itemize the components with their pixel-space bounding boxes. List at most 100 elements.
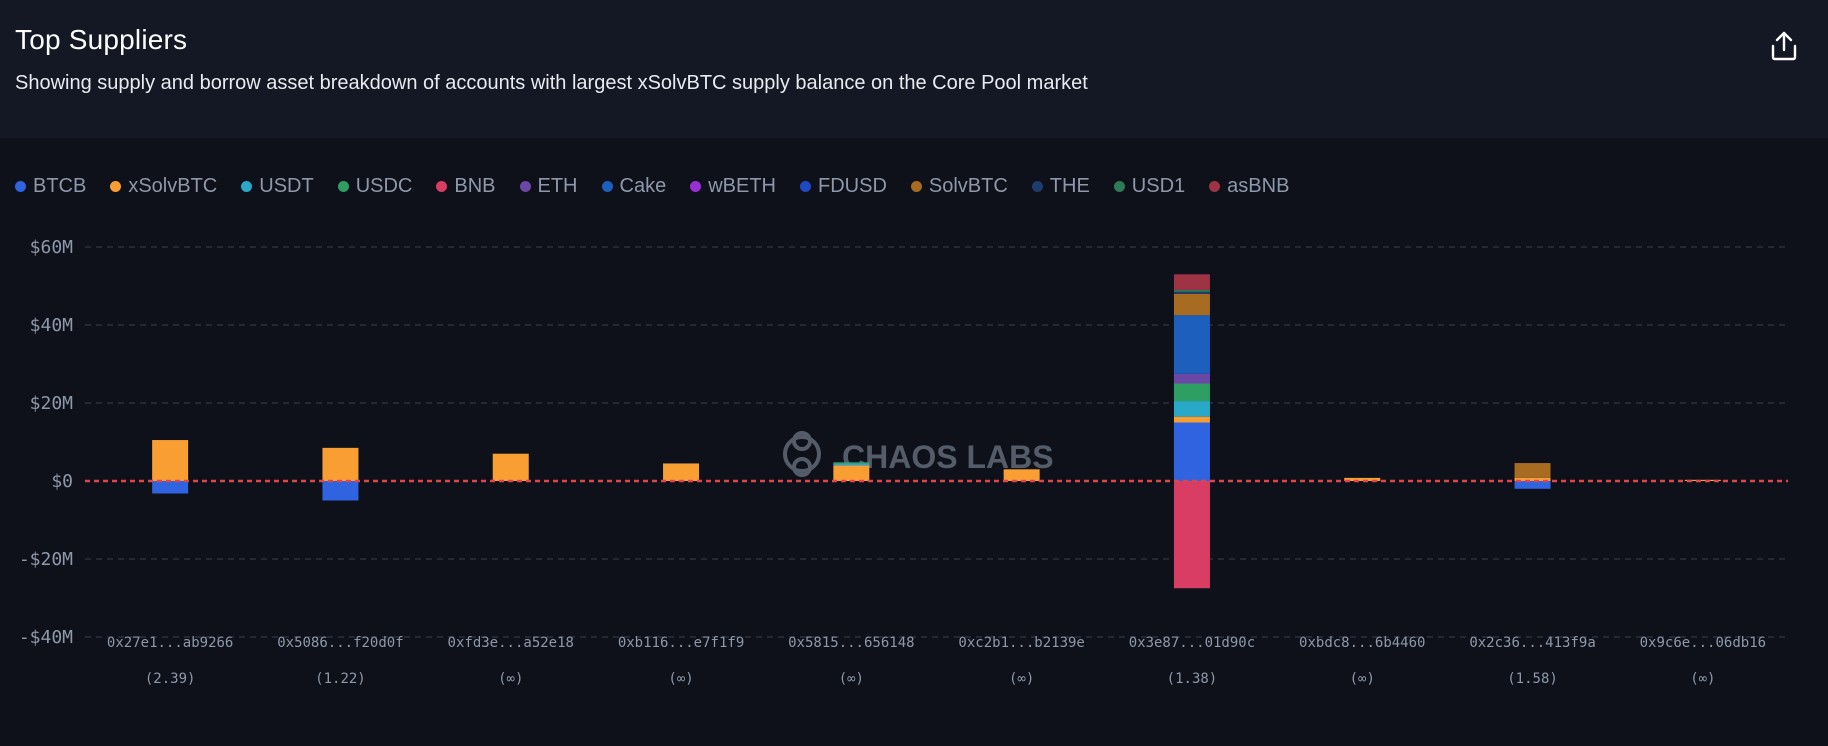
watermark: CHAOS LABS xyxy=(783,431,1054,477)
legend-label: THE xyxy=(1049,174,1090,197)
bar-segment-usd1[interactable] xyxy=(1173,289,1210,292)
bar-segment-xsolvbtc[interactable] xyxy=(1344,477,1381,481)
x-tick-sublabel: (2.39) xyxy=(145,671,196,687)
bar-segment-cake[interactable] xyxy=(1173,315,1210,374)
legend-item-usdc[interactable]: USDC xyxy=(337,174,413,198)
x-tick-label: 0x5815...656148 xyxy=(788,635,914,651)
legend-swatch xyxy=(910,180,922,192)
export-share-icon xyxy=(1771,31,1797,61)
legend-label: USD1 xyxy=(1131,174,1186,197)
legend-item-bnb[interactable]: BNB xyxy=(436,175,496,198)
export-button[interactable] xyxy=(1766,28,1802,64)
bar-segment-xsolvbtc[interactable] xyxy=(1684,479,1721,481)
bar-segment-solvbtc[interactable] xyxy=(1173,293,1210,316)
legend-swatch xyxy=(690,180,702,192)
legend-swatch xyxy=(337,180,349,192)
legend-item-eth[interactable]: ETH xyxy=(519,174,578,198)
legend-label: Cake xyxy=(619,174,667,197)
x-tick-sublabel: (1.22) xyxy=(315,671,366,687)
bar-segment-xsolvbtc[interactable] xyxy=(152,440,189,481)
legend-label: USDT xyxy=(259,174,314,197)
legend-item-wbeth[interactable]: wBETH xyxy=(690,175,776,198)
legend-label: xSolvBTC xyxy=(128,174,218,197)
legend-swatch xyxy=(519,180,531,192)
legend-item-cake[interactable]: Cake xyxy=(601,174,667,198)
x-tick-label: 0x5086...f20d0f xyxy=(277,635,403,651)
bar-segment-xsolvbtc[interactable] xyxy=(322,447,359,481)
legend-item-fdusd[interactable]: FDUSD xyxy=(800,175,887,198)
y-tick-label: $20M xyxy=(30,393,74,414)
legend-label: asBNB xyxy=(1227,174,1290,197)
legend-swatch xyxy=(110,180,122,192)
legend-swatch xyxy=(436,180,448,192)
legend-swatch xyxy=(1031,180,1043,192)
bar-segment-xsolvbtc[interactable] xyxy=(492,453,529,481)
x-tick-label: 0x3e87...01d90c xyxy=(1129,635,1255,651)
legend-swatch xyxy=(800,180,811,192)
legend-swatch xyxy=(1209,180,1221,192)
x-tick-sublabel: (1.58) xyxy=(1507,671,1558,687)
x-tick-label: 0x9c6e...06db16 xyxy=(1640,635,1766,651)
bar-segment-xsolvbtc[interactable] xyxy=(833,465,870,481)
bar-segment-bnb[interactable] xyxy=(1173,481,1210,589)
bar-segment-xsolvbtc[interactable] xyxy=(1173,416,1210,423)
legend-item-asbnb[interactable]: asBNB xyxy=(1209,175,1289,198)
page-subtitle: Showing supply and borrow asset breakdow… xyxy=(15,72,1088,94)
bar-segment-xsolvbtc[interactable] xyxy=(1514,477,1551,481)
page-title: Top Suppliers xyxy=(15,24,188,55)
x-tick-label: 0xc2b1...b2139e xyxy=(958,635,1084,651)
legend-label: ETH xyxy=(537,174,578,197)
x-tick-label: 0x2c36...413f9a xyxy=(1469,635,1595,651)
bar-segment-btcb[interactable] xyxy=(1173,422,1210,482)
y-tick-label: $60M xyxy=(30,237,74,258)
chart-legend: BTCB xSolvBTC USDT USDC BNB ETH Cake wBETH FDUSD… xyxy=(15,172,1289,200)
legend-swatch xyxy=(15,180,26,192)
bar-segment-btcb[interactable] xyxy=(322,481,359,501)
legend-item-usd1[interactable]: USD1 xyxy=(1113,174,1186,198)
bar-segment-eth[interactable] xyxy=(1173,373,1210,384)
x-tick-sublabel: (∞) xyxy=(1009,671,1034,687)
watermark-text: CHAOS LABS xyxy=(842,439,1054,475)
legend-item-btcb[interactable]: BTCB xyxy=(15,175,86,198)
y-tick-label: $40M xyxy=(30,315,74,336)
x-axis-ticks: 0x27e1...ab9266 (2.39) 0x5086...f20d0f (1.2… xyxy=(107,635,1766,687)
x-tick-sublabel: (∞) xyxy=(1350,671,1375,687)
bar-segment-usdc[interactable] xyxy=(1173,383,1210,402)
y-tick-label: $0 xyxy=(51,471,73,492)
chart-bars xyxy=(152,274,1721,589)
chart-grid xyxy=(85,246,1788,638)
x-tick-label: 0xfd3e...a52e18 xyxy=(448,635,574,651)
header: Top Suppliers Showing supply and borrow … xyxy=(0,0,1828,138)
x-tick-sublabel: (∞) xyxy=(498,671,523,687)
legend-label: BTCB xyxy=(33,174,87,197)
bar-segment-usdt[interactable] xyxy=(1173,401,1210,417)
legend-swatch xyxy=(241,180,253,192)
legend-swatch xyxy=(1113,180,1125,192)
x-tick-sublabel: (∞) xyxy=(668,671,693,687)
legend-item-xsolvbtc[interactable]: xSolvBTC xyxy=(110,175,217,198)
bar-segment-btcb[interactable] xyxy=(1514,481,1551,489)
bar-segment-xsolvbtc[interactable] xyxy=(1003,469,1040,481)
legend-label: USDC xyxy=(355,174,413,197)
legend-label: wBETH xyxy=(708,174,776,197)
chaos-labs-logo-icon xyxy=(783,431,821,477)
legend-label: FDUSD xyxy=(818,174,887,197)
bar-segment-usdc[interactable] xyxy=(833,462,870,464)
bar-segment-the[interactable] xyxy=(1173,291,1210,294)
y-tick-label: -$20M xyxy=(19,549,73,570)
x-tick-label: 0xbdc8...6b4460 xyxy=(1299,635,1425,651)
bar-segment-usdt[interactable] xyxy=(833,463,870,466)
y-tick-label: -$40M xyxy=(19,627,73,648)
supplier-bar-chart: CHAOS LABS $60M $40M $20M $0 -$20M -$40M 0x27… xyxy=(19,237,1788,687)
legend-item-the[interactable]: THE xyxy=(1031,174,1090,198)
x-tick-sublabel: (∞) xyxy=(839,671,864,687)
y-axis-ticks: $60M $40M $20M $0 -$20M -$40M xyxy=(19,237,73,648)
legend-item-solvbtc[interactable]: SolvBTC xyxy=(910,175,1008,198)
bar-segment-solvbtc[interactable] xyxy=(1514,463,1551,478)
bar-segment-asbnb[interactable] xyxy=(1173,274,1210,290)
x-tick-label: 0x27e1...ab9266 xyxy=(107,635,233,651)
bar-segment-xsolvbtc[interactable] xyxy=(663,463,700,481)
x-tick-sublabel: (∞) xyxy=(1690,671,1715,687)
legend-item-usdt[interactable]: USDT xyxy=(241,174,314,198)
bar-segment-btcb[interactable] xyxy=(152,481,189,494)
